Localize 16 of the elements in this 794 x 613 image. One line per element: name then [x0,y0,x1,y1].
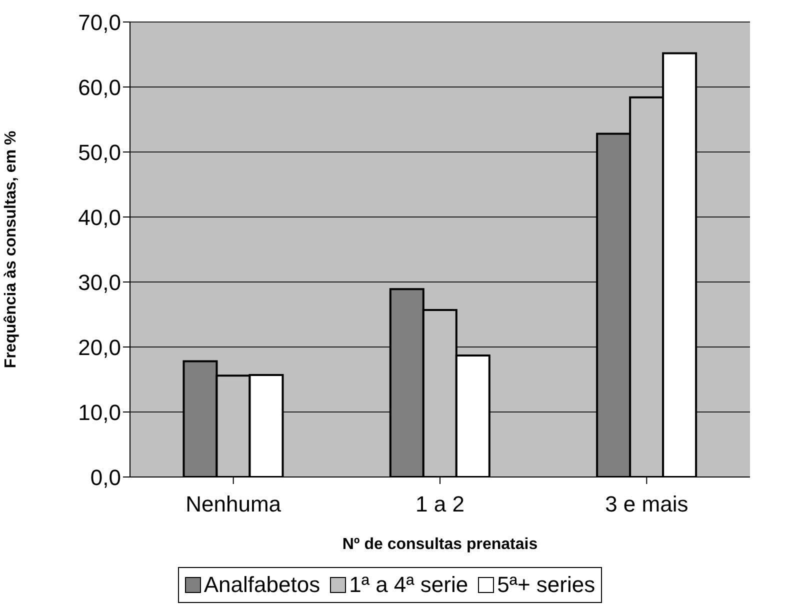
legend-label: 1ª a 4ª serie [349,572,468,598]
x-tick-label: 3 e mais [605,492,688,517]
y-axis-title: Frequência às consultas, em % [2,130,20,368]
y-tick-label: 70,0 [78,10,121,35]
legend-label: Analfabetos [204,572,320,598]
y-tick-label: 30,0 [78,270,121,295]
y-tick-label: 50,0 [78,140,121,165]
x-tick-label: Nenhuma [186,492,282,517]
legend-label: 5ª+ series [497,572,596,598]
y-tick-label: 10,0 [78,400,121,425]
x-tick-label: 1 a 2 [416,492,464,517]
y-tick-label: 20,0 [78,334,121,360]
x-axis-title: Nº de consultas prenatais [342,536,538,553]
y-tick-label: 40,0 [78,204,121,230]
y-tick-label: 60,0 [78,74,121,100]
y-tick-label: 0,0 [90,464,121,490]
